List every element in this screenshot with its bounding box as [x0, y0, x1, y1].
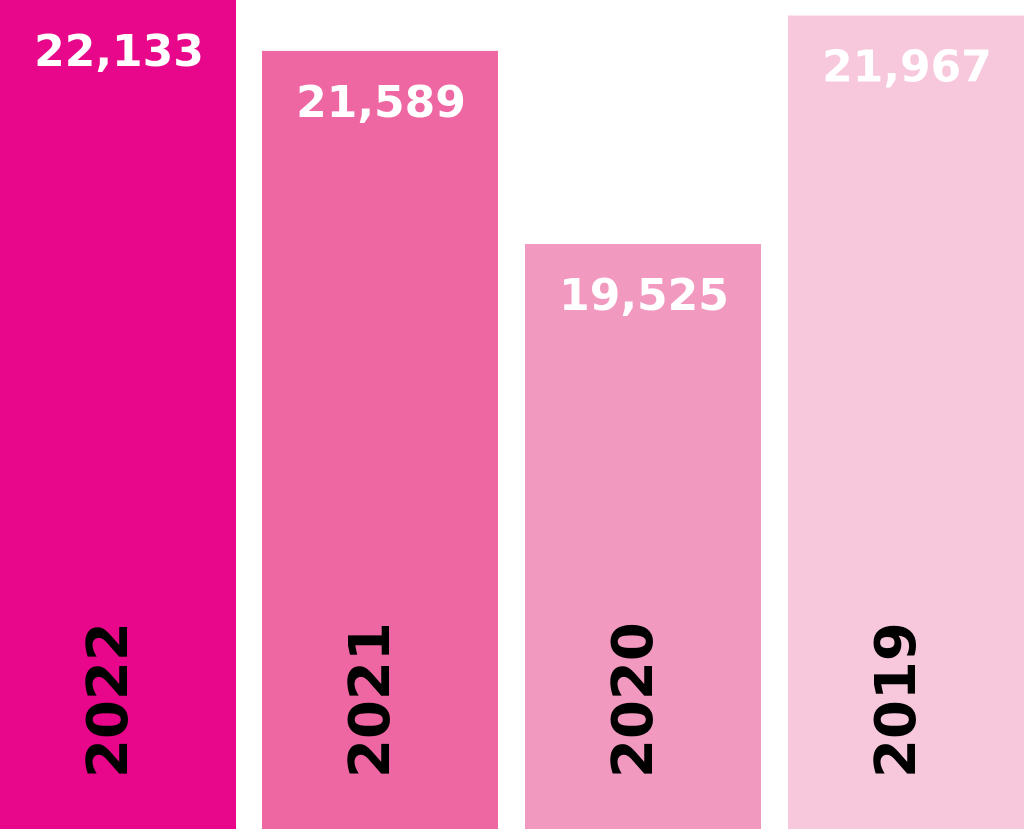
bar-2021	[262, 50, 498, 829]
category-labels-group: 2022 2021 2020 2019	[76, 622, 929, 778]
category-label-2022: 2022	[76, 622, 141, 778]
value-label-2020: 19,525	[559, 270, 729, 321]
bar-2019	[788, 15, 1024, 829]
value-label-2021: 21,589	[296, 77, 466, 128]
bar-2022	[0, 0, 236, 829]
value-label-2019: 21,967	[822, 42, 992, 93]
category-label-2019: 2019	[864, 622, 929, 778]
bar-2020	[525, 244, 761, 829]
category-label-2021: 2021	[338, 622, 403, 778]
value-labels-group: 22,133 21,589 19,525 21,967	[34, 26, 992, 321]
value-label-2022: 22,133	[34, 26, 204, 77]
category-label-2020: 2020	[601, 622, 666, 778]
